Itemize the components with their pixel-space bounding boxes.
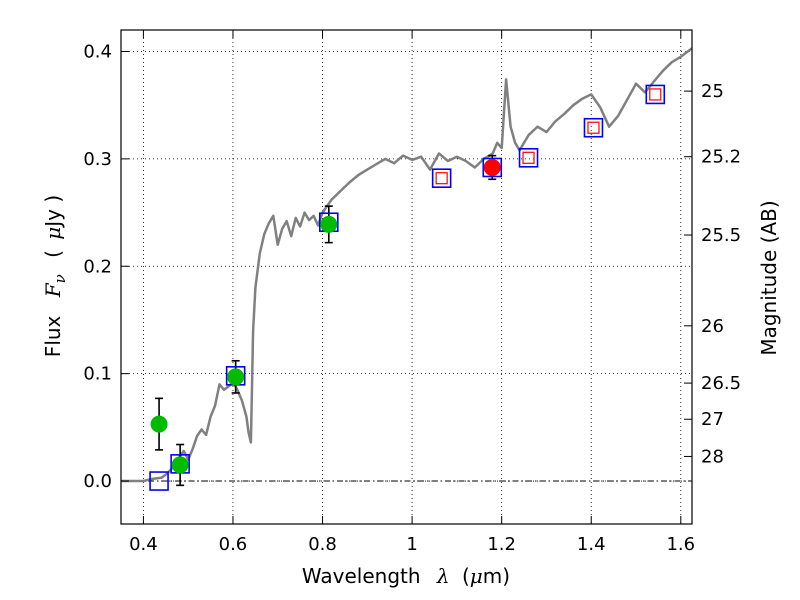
y-tick-label: 0.4 <box>83 41 112 62</box>
model-photometry-square <box>149 471 169 491</box>
magnitude-tick-label: 26 <box>701 316 724 337</box>
magnitude-tick-label: 28 <box>701 446 724 467</box>
x-tick-label: 1.6 <box>666 534 695 555</box>
x-tick-label: 1.2 <box>487 534 516 555</box>
model-photometry-square <box>518 147 539 168</box>
model-photometry-square <box>645 84 666 105</box>
x-axis-unit-rest: m) <box>483 564 510 588</box>
y-axis-unit-open: ( <box>41 250 65 258</box>
x-tick-label: 0.8 <box>308 534 337 555</box>
x-axis-title: Wavelength λ (μm) <box>302 564 510 588</box>
y-tick-labels: 0.0 0.1 0.2 0.3 0.4 <box>83 41 112 492</box>
y-tick-label: 0.0 <box>83 471 112 492</box>
magnitude-tick-label: 27 <box>701 409 724 430</box>
y-tick-label: 0.3 <box>83 149 112 170</box>
nir-photometry-square <box>435 172 448 185</box>
axis-ticks <box>121 30 692 524</box>
magnitude-tick-label: 25.5 <box>701 225 741 246</box>
nir-photometry-square <box>522 151 535 164</box>
x-tick-label: 1.4 <box>577 534 606 555</box>
optical-detection-point <box>150 415 168 433</box>
model-photometry-square <box>583 117 604 138</box>
nir-photometry-square <box>649 88 662 101</box>
y-axis-subscript: ν <box>51 274 69 283</box>
y-axis-label-text: Flux <box>41 315 65 357</box>
magnitude-axis-title: Magnitude (AB) <box>757 200 781 355</box>
y-axis-unit-rest: Jy ) <box>41 195 65 229</box>
model-photometry-square <box>482 157 503 178</box>
y-tick-label: 0.1 <box>83 364 112 385</box>
x-tick-label: 0.6 <box>219 534 248 555</box>
x-axis-unit-mu: μ <box>470 564 483 588</box>
magnitude-tick-label: 26.5 <box>701 373 741 394</box>
y-axis-unit-mu: μ <box>41 227 65 240</box>
nir-photometry-square <box>587 121 600 134</box>
magnitude-tick-label: 25.2 <box>701 147 741 168</box>
x-axis-label-text: Wavelength <box>302 564 421 588</box>
optical-detection-point <box>227 368 245 386</box>
x-axis-symbol: λ <box>436 564 450 588</box>
magnitude-tick-labels: 25 25.2 25.5 26 26.5 27 28 <box>701 81 741 467</box>
plot-frame <box>120 29 693 525</box>
nir-detection-point <box>483 158 501 176</box>
magnitude-tick-label: 25 <box>701 81 724 102</box>
x-axis-unit-open: ( <box>462 564 470 588</box>
data-markers <box>149 84 666 491</box>
model-sed-line <box>121 47 693 483</box>
x-tick-label: 1 <box>406 534 417 555</box>
x-tick-labels: 0.4 0.6 0.8 1 1.2 1.4 1.6 <box>129 534 695 555</box>
y-tick-label: 0.2 <box>83 256 112 277</box>
y-axis-symbol: F <box>41 282 65 298</box>
x-tick-label: 0.4 <box>129 534 158 555</box>
optical-detection-point <box>320 215 338 233</box>
optical-detection-point <box>171 456 189 474</box>
y-axis-title: Flux Fν ( μJy ) <box>41 195 70 357</box>
model-photometry-square <box>431 168 452 188</box>
grid-lines <box>121 30 692 524</box>
